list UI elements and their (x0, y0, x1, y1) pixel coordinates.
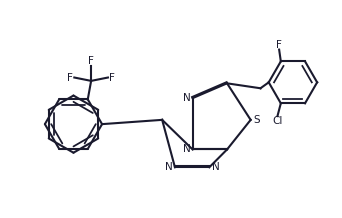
Text: Cl: Cl (272, 116, 282, 126)
Text: N: N (183, 145, 190, 155)
Text: N: N (211, 162, 219, 172)
Text: F: F (276, 40, 282, 50)
Text: N: N (183, 93, 190, 103)
Text: F: F (67, 73, 73, 83)
Text: F: F (109, 73, 115, 83)
Text: S: S (253, 115, 260, 125)
Text: F: F (88, 56, 94, 66)
Text: N: N (165, 162, 173, 172)
